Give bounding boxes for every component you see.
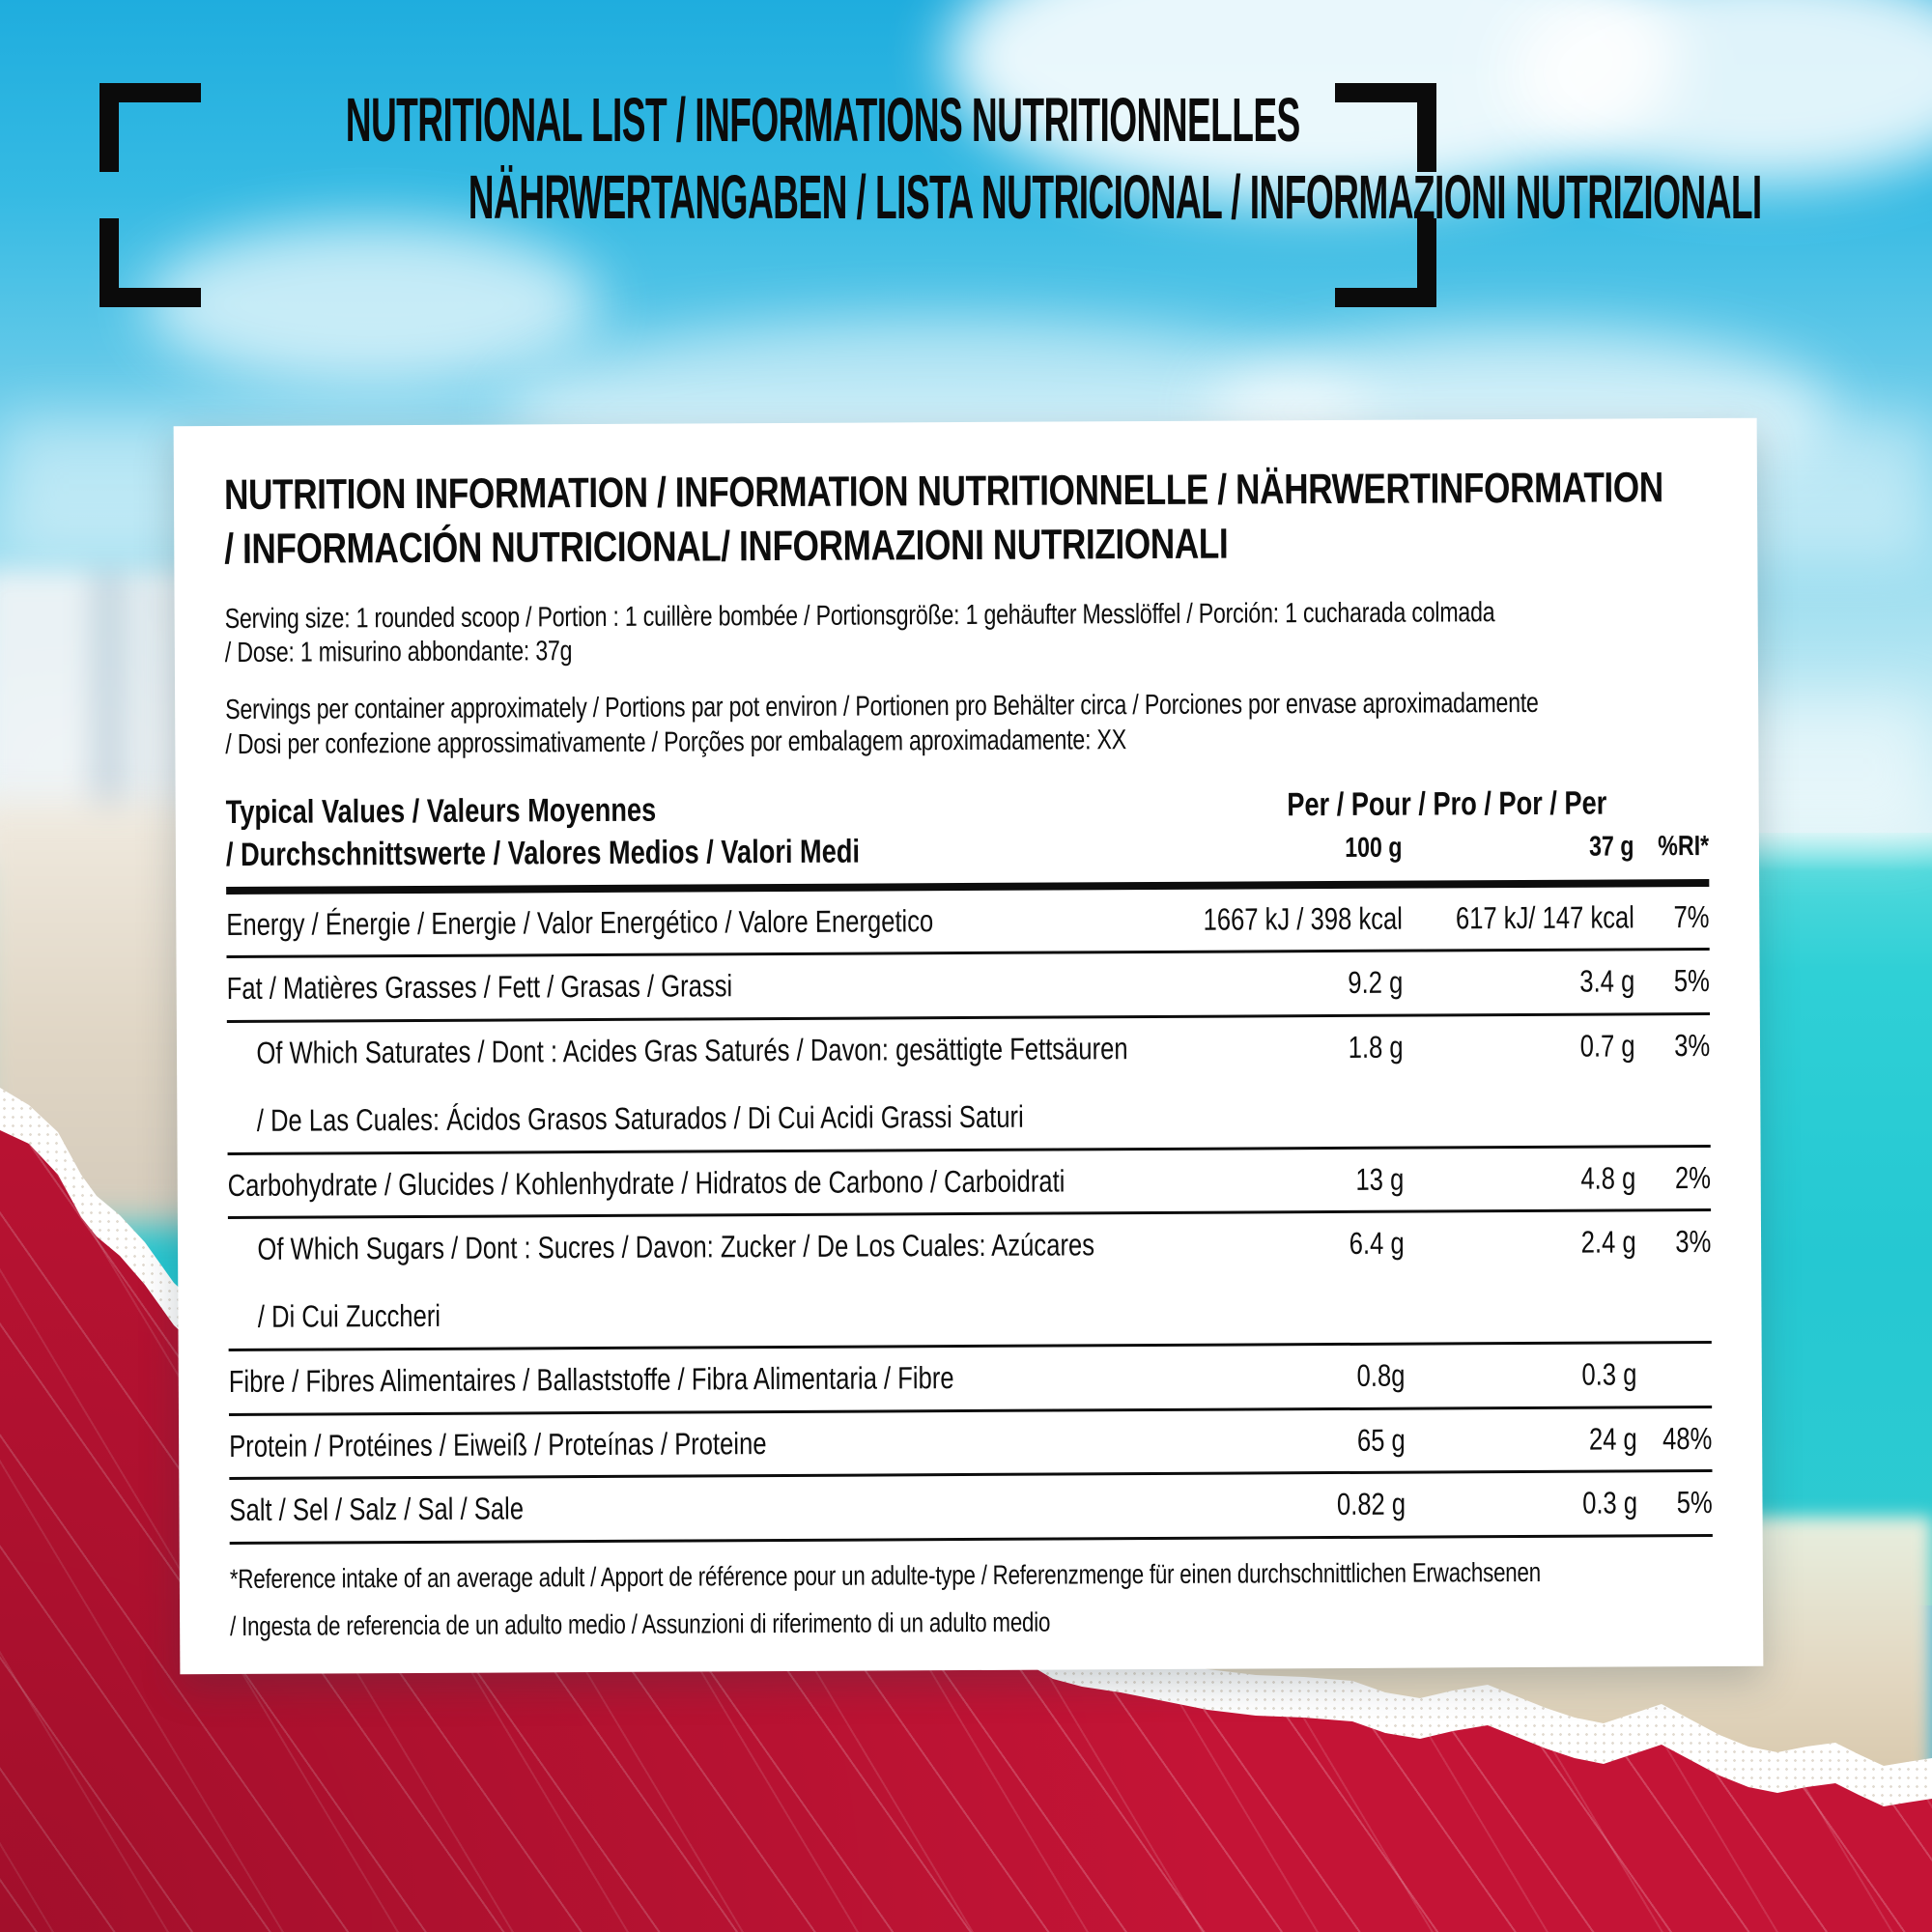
page-title-line-2: NÄHRWERTANGABEN / LISTA NUTRICIONAL / IN…	[468, 162, 1762, 232]
card-title-line-2: / INFORMACIÓN NUTRICIONAL/ INFORMAZIONI …	[224, 520, 1229, 574]
card-title: NUTRITION INFORMATION / INFORMATION NUTR…	[224, 461, 1708, 578]
cloud	[145, 222, 599, 386]
row-value-per-37g: 0.3 g	[1582, 1485, 1638, 1520]
column-ri: %RI*	[1658, 830, 1710, 863]
column-100g: 100 g	[1345, 832, 1403, 864]
row-label-line-1: Of Which Saturates / Dont : Acides Gras …	[256, 1031, 1128, 1070]
serving-size-line-2: / Dose: 1 misurino abbondante: 37g	[224, 636, 573, 669]
row-label-line-1: Fibre / Fibres Alimentaires / Ballaststo…	[228, 1359, 954, 1399]
row-value-ri-percent: 3%	[1675, 1224, 1712, 1260]
table-row: Of Which Saturates / Dont : Acides Gras …	[226, 1014, 1711, 1155]
row-label: Of Which Saturates / Dont : Acides Gras …	[227, 1031, 1203, 1140]
row-value-per-100g: 1.8 g	[1348, 1029, 1404, 1065]
row-value-ri-percent: 5%	[1673, 963, 1710, 999]
row-label: Fibre / Fibres Alimentaires / Ballaststo…	[229, 1358, 1205, 1400]
row-value-per-100g: 0.8g	[1356, 1357, 1406, 1393]
row-value-ri-percent: 5%	[1676, 1485, 1713, 1520]
row-label-line-1: Carbohydrate / Glucides / Kohlenhydrate …	[227, 1162, 1065, 1203]
row-value-per-100g: 9.2 g	[1348, 964, 1404, 1001]
card-content: NUTRITION INFORMATION / INFORMATION NUTR…	[224, 461, 1714, 1643]
table-row: Fibre / Fibres Alimentaires / Ballaststo…	[228, 1343, 1713, 1416]
typical-values-line-2: / Durchschnittswerte / Valores Medios / …	[225, 833, 861, 874]
row-value-ri-percent: 2%	[1674, 1159, 1712, 1195]
serving-size-line-1: Serving size: 1 rounded scoop / Portion …	[224, 596, 1495, 635]
servings-line-1: Servings per container approximately / P…	[225, 688, 1539, 726]
crop-mark-top-right	[1335, 83, 1436, 172]
row-label: Protein / Protéines / Eiweiß / Proteínas…	[229, 1423, 1205, 1464]
column-units: 100 g 37 g %RI*	[1201, 831, 1709, 866]
row-label-line-1: Salt / Sel / Salz / Sal / Sale	[229, 1491, 525, 1528]
table-row: Of Which Sugars / Dont : Sucres / Davon:…	[227, 1211, 1712, 1351]
row-label: Carbohydrate / Glucides / Kohlenhydrate …	[228, 1162, 1204, 1204]
row-value-ri-percent: 7%	[1673, 898, 1710, 934]
row-value-per-100g: 0.82 g	[1336, 1486, 1406, 1522]
column-37g: 37 g	[1589, 831, 1634, 863]
table-row: Fat / Matières Grasses / Fett / Grasas /…	[226, 951, 1711, 1024]
row-label-line-2: / Di Cui Zuccheri	[257, 1297, 441, 1334]
page-title: NUTRITIONAL LIST / INFORMATIONS NUTRITIO…	[0, 85, 1762, 228]
table-row: Salt / Sel / Salz / Sal / Sale 0.82 g 0.…	[229, 1472, 1713, 1546]
crop-mark-top-left	[99, 83, 201, 172]
row-label-line-1: Of Which Sugars / Dont : Sucres / Davon:…	[257, 1227, 1095, 1267]
per-label: Per / Pour / Pro / Por / Per	[1287, 784, 1607, 824]
typical-values-heading: Typical Values / Valeurs Moyennes / Durc…	[226, 786, 1202, 877]
row-value-per-37g: 0.7 g	[1579, 1028, 1635, 1064]
table-row: Energy / Énergie / Energie / Valor Energ…	[226, 886, 1710, 959]
row-value-per-37g: 617 kJ/ 147 kcal	[1455, 898, 1635, 935]
row-value-per-37g: 3.4 g	[1579, 963, 1635, 999]
per-columns-heading: Per / Pour / Pro / Por / Per 100 g 37 g …	[1201, 783, 1709, 866]
row-label: Energy / Énergie / Energie / Valor Energ…	[226, 901, 1202, 943]
nutrition-table-body: Energy / Énergie / Energie / Valor Energ…	[226, 886, 1713, 1546]
serving-size-text: Serving size: 1 rounded scoop / Portion …	[225, 595, 1709, 671]
typical-values-line-1: Typical Values / Valeurs Moyennes	[225, 791, 657, 832]
row-label-line-1: Energy / Énergie / Energie / Valor Energ…	[226, 902, 934, 942]
footnote-line-2: / Ingesta de referencia de un adulto med…	[230, 1606, 1051, 1642]
nutrition-table-header: Typical Values / Valeurs Moyennes / Durc…	[226, 783, 1710, 886]
card-title-line-1: NUTRITION INFORMATION / INFORMATION NUTR…	[223, 464, 1663, 520]
table-row: Carbohydrate / Glucides / Kohlenhydrate …	[227, 1147, 1712, 1220]
row-label-line-1: Fat / Matières Grasses / Fett / Grasas /…	[226, 968, 733, 1007]
servings-line-2: / Dosi per confezione approssimativament…	[225, 724, 1127, 760]
crop-mark-bottom-left	[99, 218, 201, 307]
row-value-ri-percent: 48%	[1662, 1420, 1713, 1456]
row-value-per-37g: 0.3 g	[1581, 1356, 1637, 1392]
row-value-per-37g: 4.8 g	[1580, 1159, 1636, 1196]
row-value-per-37g: 24 g	[1588, 1420, 1637, 1457]
nutrition-card: NUTRITION INFORMATION / INFORMATION NUTR…	[173, 417, 1764, 1675]
row-label-line-2: / De Las Cuales: Ácidos Grasos Saturados…	[256, 1098, 1024, 1138]
row-value-per-37g: 2.4 g	[1580, 1224, 1636, 1260]
servings-per-container-text: Servings per container approximately / P…	[225, 686, 1709, 762]
table-row: Protein / Protéines / Eiweiß / Proteínas…	[228, 1407, 1713, 1481]
row-label-line-1: Protein / Protéines / Eiweiß / Proteínas…	[229, 1425, 767, 1463]
reference-intake-footnote: *Reference intake of an average adult / …	[230, 1554, 1714, 1643]
row-value-per-100g: 6.4 g	[1349, 1225, 1405, 1262]
row-label: Salt / Sel / Salz / Sal / Sale	[229, 1488, 1205, 1529]
row-value-per-100g: 65 g	[1356, 1422, 1406, 1458]
row-label: Of Which Sugars / Dont : Sucres / Davon:…	[228, 1227, 1204, 1336]
row-label: Fat / Matières Grasses / Fett / Grasas /…	[227, 966, 1203, 1008]
footnote-line-1: *Reference intake of an average adult / …	[229, 1556, 1541, 1595]
row-value-per-100g: 1667 kJ / 398 kcal	[1203, 900, 1404, 937]
page-title-line-1: NUTRITIONAL LIST / INFORMATIONS NUTRITIO…	[345, 85, 1301, 155]
row-value-per-100g: 13 g	[1355, 1161, 1405, 1197]
crop-mark-bottom-right	[1335, 218, 1436, 307]
row-value-ri-percent: 3%	[1674, 1027, 1711, 1064]
